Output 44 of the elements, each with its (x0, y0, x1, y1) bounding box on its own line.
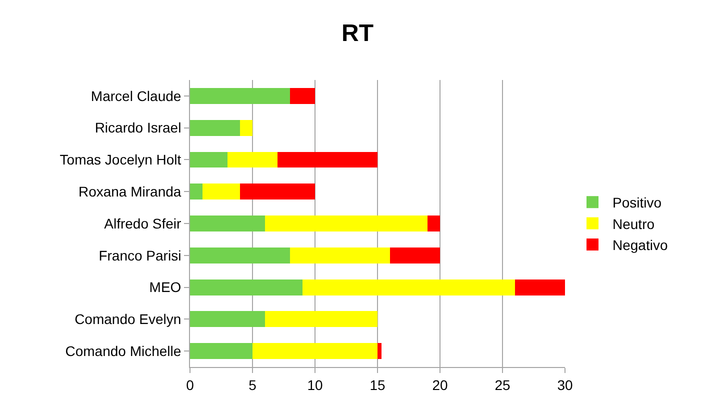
y-tick-label: Ricardo Israel (94, 120, 182, 136)
x-tick-label: 20 (432, 376, 448, 393)
x-tick-label: 30 (557, 376, 573, 393)
bar (190, 311, 265, 328)
y-tick-label: Franco Parisi (98, 247, 182, 264)
bar (190, 152, 228, 168)
bar (202, 184, 240, 200)
bar (290, 88, 315, 104)
x-tick-label: 5 (248, 376, 257, 393)
bar (190, 216, 265, 232)
chart-title: RT (342, 20, 374, 47)
bar (190, 88, 290, 104)
bar (515, 279, 565, 296)
bar (302, 279, 515, 296)
legend-label: Positivo (612, 194, 662, 211)
y-tick-label: Roxana Miranda (78, 184, 182, 200)
y-tick-label: Marcel Claude (90, 88, 182, 104)
bar (390, 247, 440, 264)
y-tick-label: Comando Evelyn (74, 311, 182, 328)
bar (240, 120, 252, 136)
bar (190, 247, 290, 264)
bar (190, 279, 302, 296)
legend-label: Negativo (612, 236, 668, 253)
bar (265, 216, 428, 232)
y-tick-label: Alfredo Sfeir (104, 215, 182, 232)
x-tick-label: 10 (307, 376, 323, 393)
bar (240, 184, 315, 200)
bar (278, 152, 378, 168)
legend-label: Neutro (612, 216, 655, 232)
bar (428, 216, 440, 232)
bar (228, 152, 278, 168)
bar (290, 247, 390, 264)
y-tick-label: MEO (149, 279, 182, 296)
bar (252, 343, 378, 360)
x-tick-label: 0 (186, 376, 194, 393)
y-tick-label: Tomas Jocelyn Holt (60, 152, 182, 168)
bar (378, 343, 382, 360)
bar (190, 343, 252, 360)
y-tick-label: Comando Michelle (65, 342, 182, 359)
bar (190, 120, 240, 136)
x-tick-label: 25 (494, 376, 510, 393)
bar (190, 184, 202, 200)
bar (265, 311, 378, 328)
x-tick-label: 15 (370, 376, 386, 393)
